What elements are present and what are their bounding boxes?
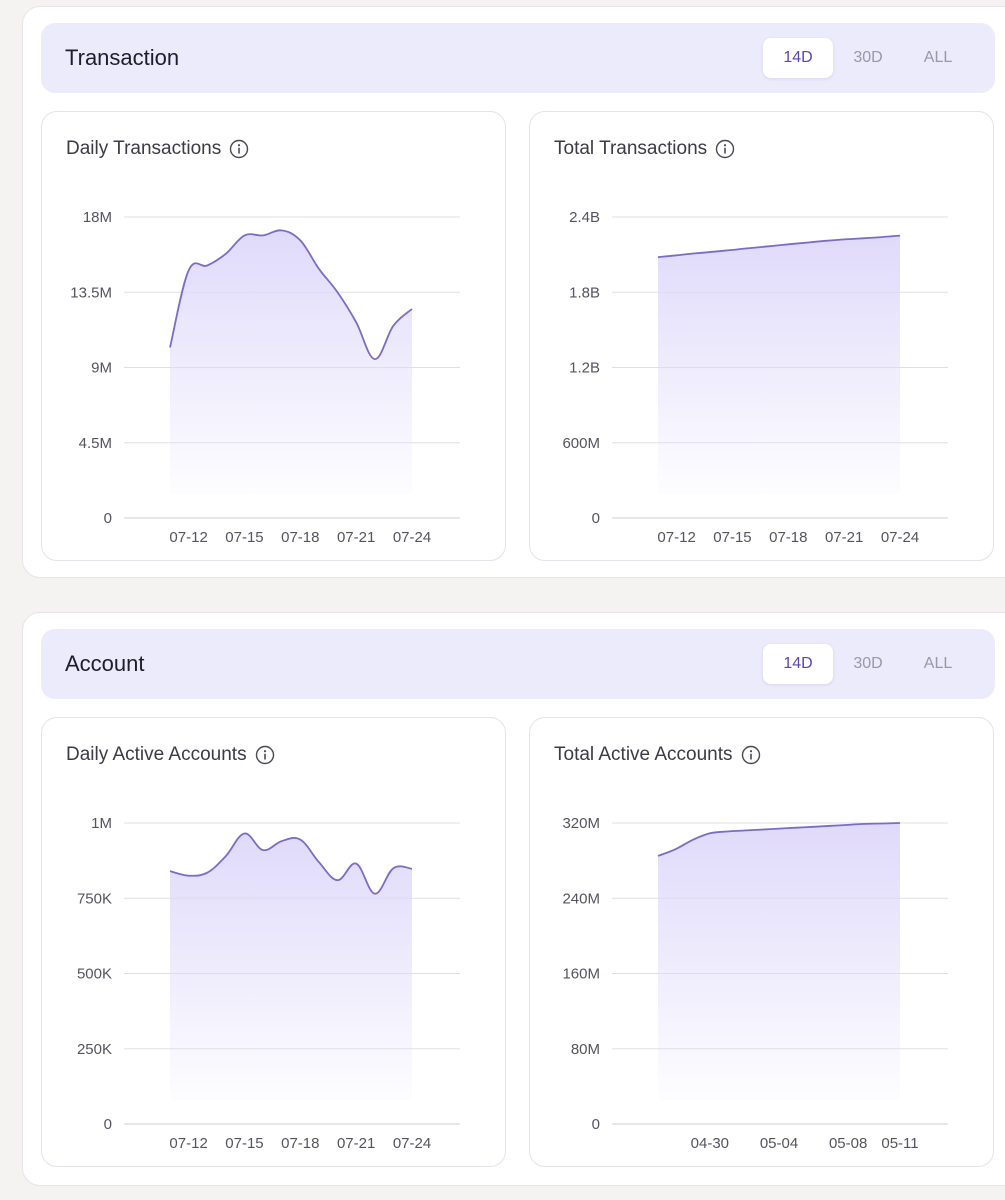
total-active-accounts-chart: 0 80M 160M 240M 320M 04-30 05-04 05-08 05-11 <box>562 815 948 1152</box>
daily-active-accounts-chart: 0 250K 500K 750K 1M 07-12 07-15 07-18 07-21 07-24 <box>77 815 460 1152</box>
info-icon[interactable] <box>229 139 249 159</box>
x-tick-label: 07-15 <box>225 1135 263 1152</box>
info-icon[interactable] <box>741 745 761 765</box>
y-tick-label: 0 <box>592 1116 600 1133</box>
series-area <box>170 833 412 1100</box>
y-tick-label: 1.2B <box>569 360 600 377</box>
tab-all[interactable]: ALL <box>923 655 953 672</box>
tab-30d[interactable]: 30D <box>853 49 883 66</box>
tab-30d[interactable]: 30D <box>853 655 883 672</box>
account-panel: Account 14D 30D ALL Daily Active Account… <box>22 612 1005 1186</box>
x-tick-label: 07-24 <box>393 1135 431 1152</box>
x-tick-label: 07-21 <box>337 1135 375 1152</box>
section-title: Transaction <box>65 45 180 70</box>
card-title-row: Daily Active Accounts <box>66 744 275 766</box>
y-tick-label: 320M <box>562 815 600 832</box>
x-tick-label: 07-18 <box>281 529 319 546</box>
range-tabs: 14D 30D ALL <box>763 644 973 684</box>
total-active-accounts-card: Total Active Accounts 0 80M 160M 240M 320M 04… <box>529 717 994 1167</box>
card-title: Daily Active Accounts <box>66 744 247 765</box>
x-tick-label: 04-30 <box>691 1135 729 1152</box>
x-tick-label: 07-18 <box>281 1135 319 1152</box>
series-area <box>658 823 900 1100</box>
series-line <box>169 229 413 360</box>
x-tick-label: 07-24 <box>393 529 431 546</box>
x-tick-label: 05-08 <box>829 1135 867 1152</box>
card-title: Total Active Accounts <box>554 744 733 765</box>
y-tick-label: 18M <box>83 209 112 226</box>
transaction-panel: Transaction 14D 30D ALL Daily Transactio… <box>22 6 1005 578</box>
daily-active-accounts-card: Daily Active Accounts 0 250K 500K 750K 1M 07-… <box>41 717 506 1167</box>
y-tick-label: 160M <box>562 966 600 983</box>
y-tick-label: 9M <box>91 360 112 377</box>
y-tick-label: 1.8B <box>569 284 600 301</box>
y-tick-label: 2.4B <box>569 209 600 226</box>
series-line <box>657 822 901 857</box>
y-tick-label: 240M <box>562 890 600 907</box>
series-area <box>170 230 412 494</box>
y-tick-label: 0 <box>592 510 600 527</box>
x-tick-label: 07-18 <box>769 529 807 546</box>
x-tick-label: 07-21 <box>825 529 863 546</box>
info-icon[interactable] <box>715 139 735 159</box>
total-transactions-chart: 0 600M 1.2B 1.8B 2.4B 07-12 07-15 07-18 07-21 07-… <box>562 209 948 546</box>
y-tick-label: 1M <box>91 815 112 832</box>
x-tick-label: 07-21 <box>337 529 375 546</box>
card-title-row: Daily Transactions <box>66 138 249 160</box>
y-tick-label: 13.5M <box>70 284 112 301</box>
x-tick-label: 07-24 <box>881 529 919 546</box>
y-tick-label: 600M <box>562 435 600 452</box>
x-tick-label: 07-12 <box>169 529 207 546</box>
y-tick-label: 80M <box>571 1041 600 1058</box>
section-title: Account <box>65 651 145 676</box>
transaction-header: Transaction 14D 30D ALL <box>41 23 995 93</box>
card-title: Total Transactions <box>554 138 708 159</box>
series-line <box>657 234 901 259</box>
tab-all[interactable]: ALL <box>923 49 953 66</box>
y-tick-label: 250K <box>77 1041 112 1058</box>
x-tick-label: 07-12 <box>657 529 695 546</box>
series-line <box>169 832 413 895</box>
daily-transactions-chart: 0 4.5M 9M 13.5M 18M 07-12 07-15 07-18 07-21 07-24 <box>70 209 460 546</box>
y-tick-label: 0 <box>104 510 112 527</box>
card-title-row: Total Transactions <box>554 138 735 160</box>
x-tick-label: 07-15 <box>713 529 751 546</box>
series-area <box>658 235 900 494</box>
daily-transactions-card: Daily Transactions 0 4.5M 9M 13.5M 18M 07-12 0… <box>41 111 506 561</box>
x-tick-label: 07-12 <box>169 1135 207 1152</box>
y-tick-label: 0 <box>104 1116 112 1133</box>
account-header: Account 14D 30D ALL <box>41 629 995 699</box>
x-tick-label: 07-15 <box>225 529 263 546</box>
card-title-row: Total Active Accounts <box>554 744 761 766</box>
total-transactions-card: Total Transactions 0 600M 1.2B 1.8B 2.4B 07-1… <box>529 111 994 561</box>
info-icon[interactable] <box>255 745 275 765</box>
tab-14d[interactable]: 14D <box>763 644 833 684</box>
x-tick-label: 05-11 <box>881 1135 918 1152</box>
range-tabs: 14D 30D ALL <box>763 38 973 78</box>
x-tick-label: 05-04 <box>760 1135 798 1152</box>
card-title: Daily Transactions <box>66 138 222 159</box>
y-tick-label: 4.5M <box>79 435 112 452</box>
tab-14d[interactable]: 14D <box>763 38 833 78</box>
y-tick-label: 500K <box>77 966 112 983</box>
y-tick-label: 750K <box>77 890 112 907</box>
